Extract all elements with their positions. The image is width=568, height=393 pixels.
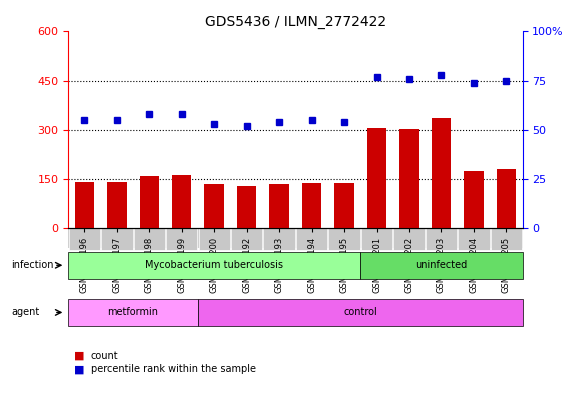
- Bar: [140, 176, 159, 228]
- Text: ■: ■: [74, 364, 84, 375]
- Bar: [302, 183, 321, 228]
- Bar: [464, 171, 483, 228]
- Bar: [107, 182, 127, 228]
- Bar: [74, 182, 94, 228]
- Text: agent: agent: [11, 307, 40, 318]
- Bar: [237, 186, 256, 228]
- Text: metformin: metformin: [107, 307, 158, 318]
- Bar: [172, 175, 191, 228]
- Text: ■: ■: [74, 351, 84, 361]
- Text: infection: infection: [11, 260, 54, 270]
- Text: control: control: [344, 307, 377, 318]
- Text: Mycobacterium tuberculosis: Mycobacterium tuberculosis: [145, 260, 283, 270]
- Bar: [367, 128, 386, 228]
- Bar: [432, 118, 451, 228]
- Bar: [269, 184, 289, 228]
- Title: GDS5436 / ILMN_2772422: GDS5436 / ILMN_2772422: [205, 15, 386, 29]
- Bar: [496, 169, 516, 228]
- Text: percentile rank within the sample: percentile rank within the sample: [91, 364, 256, 375]
- Bar: [335, 183, 354, 228]
- Bar: [204, 184, 224, 228]
- Text: count: count: [91, 351, 119, 361]
- Bar: [399, 129, 419, 228]
- Text: uninfected: uninfected: [415, 260, 467, 270]
